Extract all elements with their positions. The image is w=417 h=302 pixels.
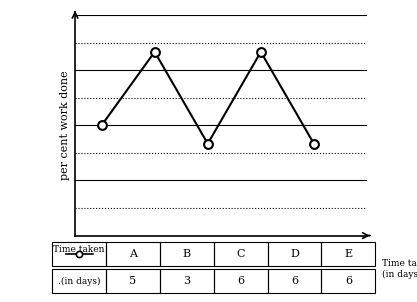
Text: .(in days): .(in days) xyxy=(58,276,100,286)
Text: 3: 3 xyxy=(183,276,190,286)
Text: 6: 6 xyxy=(291,276,298,286)
Text: E: E xyxy=(344,249,352,259)
Point xyxy=(257,50,264,54)
Text: D: D xyxy=(290,249,299,259)
Text: 5: 5 xyxy=(129,276,136,286)
Text: A: A xyxy=(129,249,137,259)
Y-axis label: per cent work done: per cent work done xyxy=(60,71,70,180)
Point xyxy=(151,50,158,54)
Text: 6: 6 xyxy=(237,276,244,286)
Text: Time taken: Time taken xyxy=(53,245,105,254)
Point xyxy=(98,123,105,128)
Point xyxy=(311,141,317,146)
Text: 6: 6 xyxy=(345,276,352,286)
Point xyxy=(204,141,211,146)
Text: B: B xyxy=(183,249,191,259)
Text: Time taken
(in days): Time taken (in days) xyxy=(382,259,417,278)
Text: C: C xyxy=(236,249,245,259)
